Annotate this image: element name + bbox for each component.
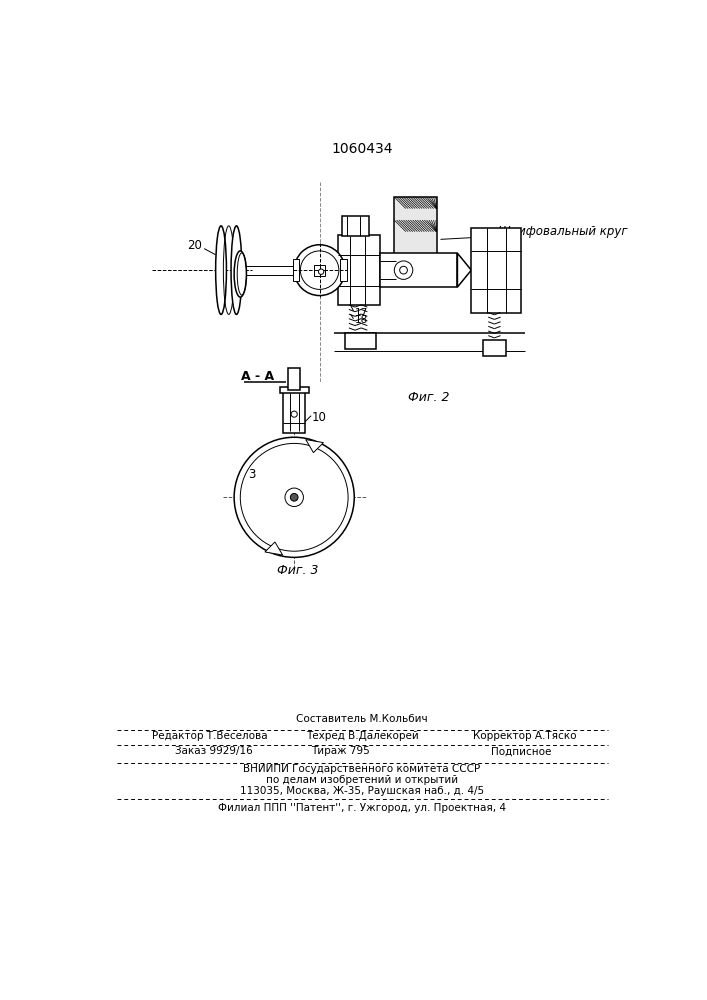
Bar — [395, 197, 437, 259]
Text: 113035, Москва, Ж-35, Раушская наб., д. 4/5: 113035, Москва, Ж-35, Раушская наб., д. … — [240, 786, 484, 796]
Circle shape — [291, 493, 298, 501]
Ellipse shape — [234, 251, 247, 297]
Ellipse shape — [216, 226, 226, 314]
Text: 20: 20 — [187, 239, 201, 252]
Text: Шлифовальный круг: Шлифовальный круг — [498, 225, 628, 238]
Bar — [483, 340, 506, 356]
Text: 18: 18 — [355, 315, 368, 325]
Circle shape — [294, 245, 345, 296]
Circle shape — [318, 269, 324, 274]
Bar — [288, 368, 300, 389]
Bar — [279, 387, 309, 393]
Circle shape — [234, 437, 354, 557]
Text: Заказ 9929/16: Заказ 9929/16 — [175, 746, 252, 756]
Text: Корректор А.Тяско: Корректор А.Тяско — [474, 731, 577, 741]
Text: Техред В.Далекорей: Техред В.Далекорей — [305, 731, 419, 741]
Text: Фиг. 2: Фиг. 2 — [408, 391, 450, 404]
Text: Подписное: Подписное — [491, 746, 551, 756]
Polygon shape — [457, 253, 472, 287]
Text: 10: 10 — [311, 411, 326, 424]
Text: ВНИИПИ Государственного комитета СССР: ВНИИПИ Государственного комитета СССР — [243, 764, 481, 774]
Text: 3: 3 — [248, 468, 255, 481]
Polygon shape — [265, 542, 283, 555]
Text: 17: 17 — [355, 308, 368, 318]
Bar — [472, 228, 521, 312]
Text: 16: 16 — [353, 217, 367, 227]
Text: по делам изобретений и открытий: по делам изобретений и открытий — [266, 775, 458, 785]
Bar — [338, 235, 380, 305]
Bar — [314, 265, 325, 276]
Text: Редактор Т.Веселова: Редактор Т.Веселова — [152, 731, 267, 741]
Bar — [293, 259, 299, 281]
Text: 1060434: 1060434 — [331, 142, 392, 156]
Ellipse shape — [231, 226, 242, 314]
Bar — [340, 259, 346, 281]
Text: Тираж 795: Тираж 795 — [311, 746, 370, 756]
Bar — [380, 253, 457, 287]
Bar — [345, 333, 376, 349]
Bar — [284, 391, 305, 433]
Polygon shape — [305, 440, 324, 453]
Text: Составитель М.Кольбич: Составитель М.Кольбич — [296, 714, 428, 724]
Text: A - A: A - A — [241, 370, 274, 383]
Bar — [342, 216, 369, 235]
Text: Филиал ППП ''Патент'', г. Ужгород, ул. Проектная, 4: Филиал ППП ''Патент'', г. Ужгород, ул. П… — [218, 803, 506, 813]
Text: Фиг. 3: Фиг. 3 — [277, 564, 319, 577]
